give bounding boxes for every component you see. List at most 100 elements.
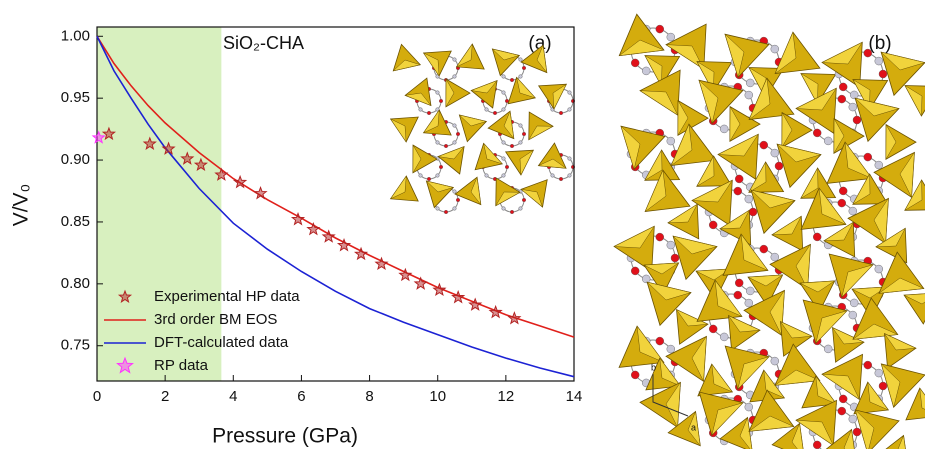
atom — [642, 67, 650, 75]
atom — [502, 157, 506, 161]
atom — [453, 141, 457, 145]
atom — [559, 177, 563, 181]
atom — [839, 83, 847, 91]
x-axis-label: Pressure (GPa) — [212, 425, 358, 448]
data-point — [415, 278, 426, 289]
atom — [745, 195, 753, 203]
atom — [839, 187, 847, 195]
atom — [875, 161, 883, 169]
atom — [838, 407, 846, 415]
atom — [667, 241, 675, 249]
data-point — [255, 187, 266, 198]
atom — [771, 45, 779, 53]
legend-label: 3rd order BM EOS — [154, 311, 277, 328]
atom — [746, 79, 754, 87]
y-tick-label: 0.90 — [61, 151, 90, 168]
atom — [485, 174, 489, 178]
atom — [720, 333, 728, 341]
atom — [568, 108, 572, 112]
data-point — [452, 291, 463, 302]
atom — [453, 124, 457, 128]
atom — [760, 245, 768, 253]
atom — [875, 265, 883, 273]
atom — [720, 125, 728, 133]
atom — [642, 275, 650, 283]
x-tick-label: 8 — [365, 388, 373, 405]
atom — [864, 153, 872, 161]
atom — [771, 253, 779, 261]
atom — [439, 99, 443, 103]
atom — [849, 415, 857, 423]
atom — [631, 59, 639, 67]
atom — [879, 382, 887, 390]
structure-images — [391, 14, 925, 449]
atom — [850, 91, 858, 99]
atom — [436, 174, 440, 178]
x-tick-label: 0 — [93, 388, 101, 405]
atom — [453, 58, 457, 62]
atom — [419, 108, 423, 112]
atom — [568, 174, 572, 178]
atom — [735, 279, 743, 287]
axis-label-a: a — [691, 422, 696, 432]
atom — [456, 198, 460, 202]
data-point — [490, 306, 501, 317]
y-tick-label: 1.00 — [61, 27, 90, 44]
atom — [849, 207, 857, 215]
atom — [444, 144, 448, 148]
atom — [510, 78, 514, 82]
panel-b-label: (b) — [868, 33, 891, 54]
atom — [667, 345, 675, 353]
atom — [436, 141, 440, 145]
atom — [427, 177, 431, 181]
atom — [551, 174, 555, 178]
atom — [656, 233, 664, 241]
atom — [631, 371, 639, 379]
atom — [667, 33, 675, 41]
atom — [502, 174, 506, 178]
atom — [436, 91, 440, 95]
atom — [838, 95, 846, 103]
atom — [864, 361, 872, 369]
atom — [439, 165, 443, 169]
atom — [453, 190, 457, 194]
atom — [745, 91, 753, 99]
y-tick-label: 0.85 — [61, 213, 90, 230]
atom — [436, 207, 440, 211]
atom — [522, 132, 526, 136]
atom — [519, 207, 523, 211]
atom — [519, 141, 523, 145]
atom — [839, 395, 847, 403]
atom — [875, 369, 883, 377]
atom — [824, 345, 832, 353]
atom — [734, 187, 742, 195]
atom — [735, 175, 743, 183]
atom — [453, 75, 457, 79]
atom — [502, 141, 506, 145]
atom — [559, 111, 563, 115]
atom — [519, 75, 523, 79]
atom — [775, 162, 783, 170]
annotation: SiO₂-CHA — [223, 33, 304, 53]
atom — [456, 132, 460, 136]
atom — [671, 254, 679, 262]
legend-label: Experimental HP data — [154, 288, 300, 305]
atom — [656, 25, 664, 33]
atom — [502, 207, 506, 211]
atom — [568, 91, 572, 95]
atom — [853, 428, 861, 436]
atom — [568, 157, 572, 161]
atom — [879, 70, 887, 78]
x-tick-label: 10 — [429, 388, 446, 405]
y-tick-label: 0.95 — [61, 89, 90, 106]
axis-label-b: b — [651, 362, 656, 372]
x-tick-label: 2 — [161, 388, 169, 405]
atom — [853, 116, 861, 124]
atom — [453, 207, 457, 211]
atom — [667, 137, 675, 145]
x-tick-label: 14 — [566, 388, 583, 405]
legend-label: RP data — [154, 357, 209, 374]
atom — [771, 149, 779, 157]
atom — [522, 66, 526, 70]
atom — [749, 208, 757, 216]
